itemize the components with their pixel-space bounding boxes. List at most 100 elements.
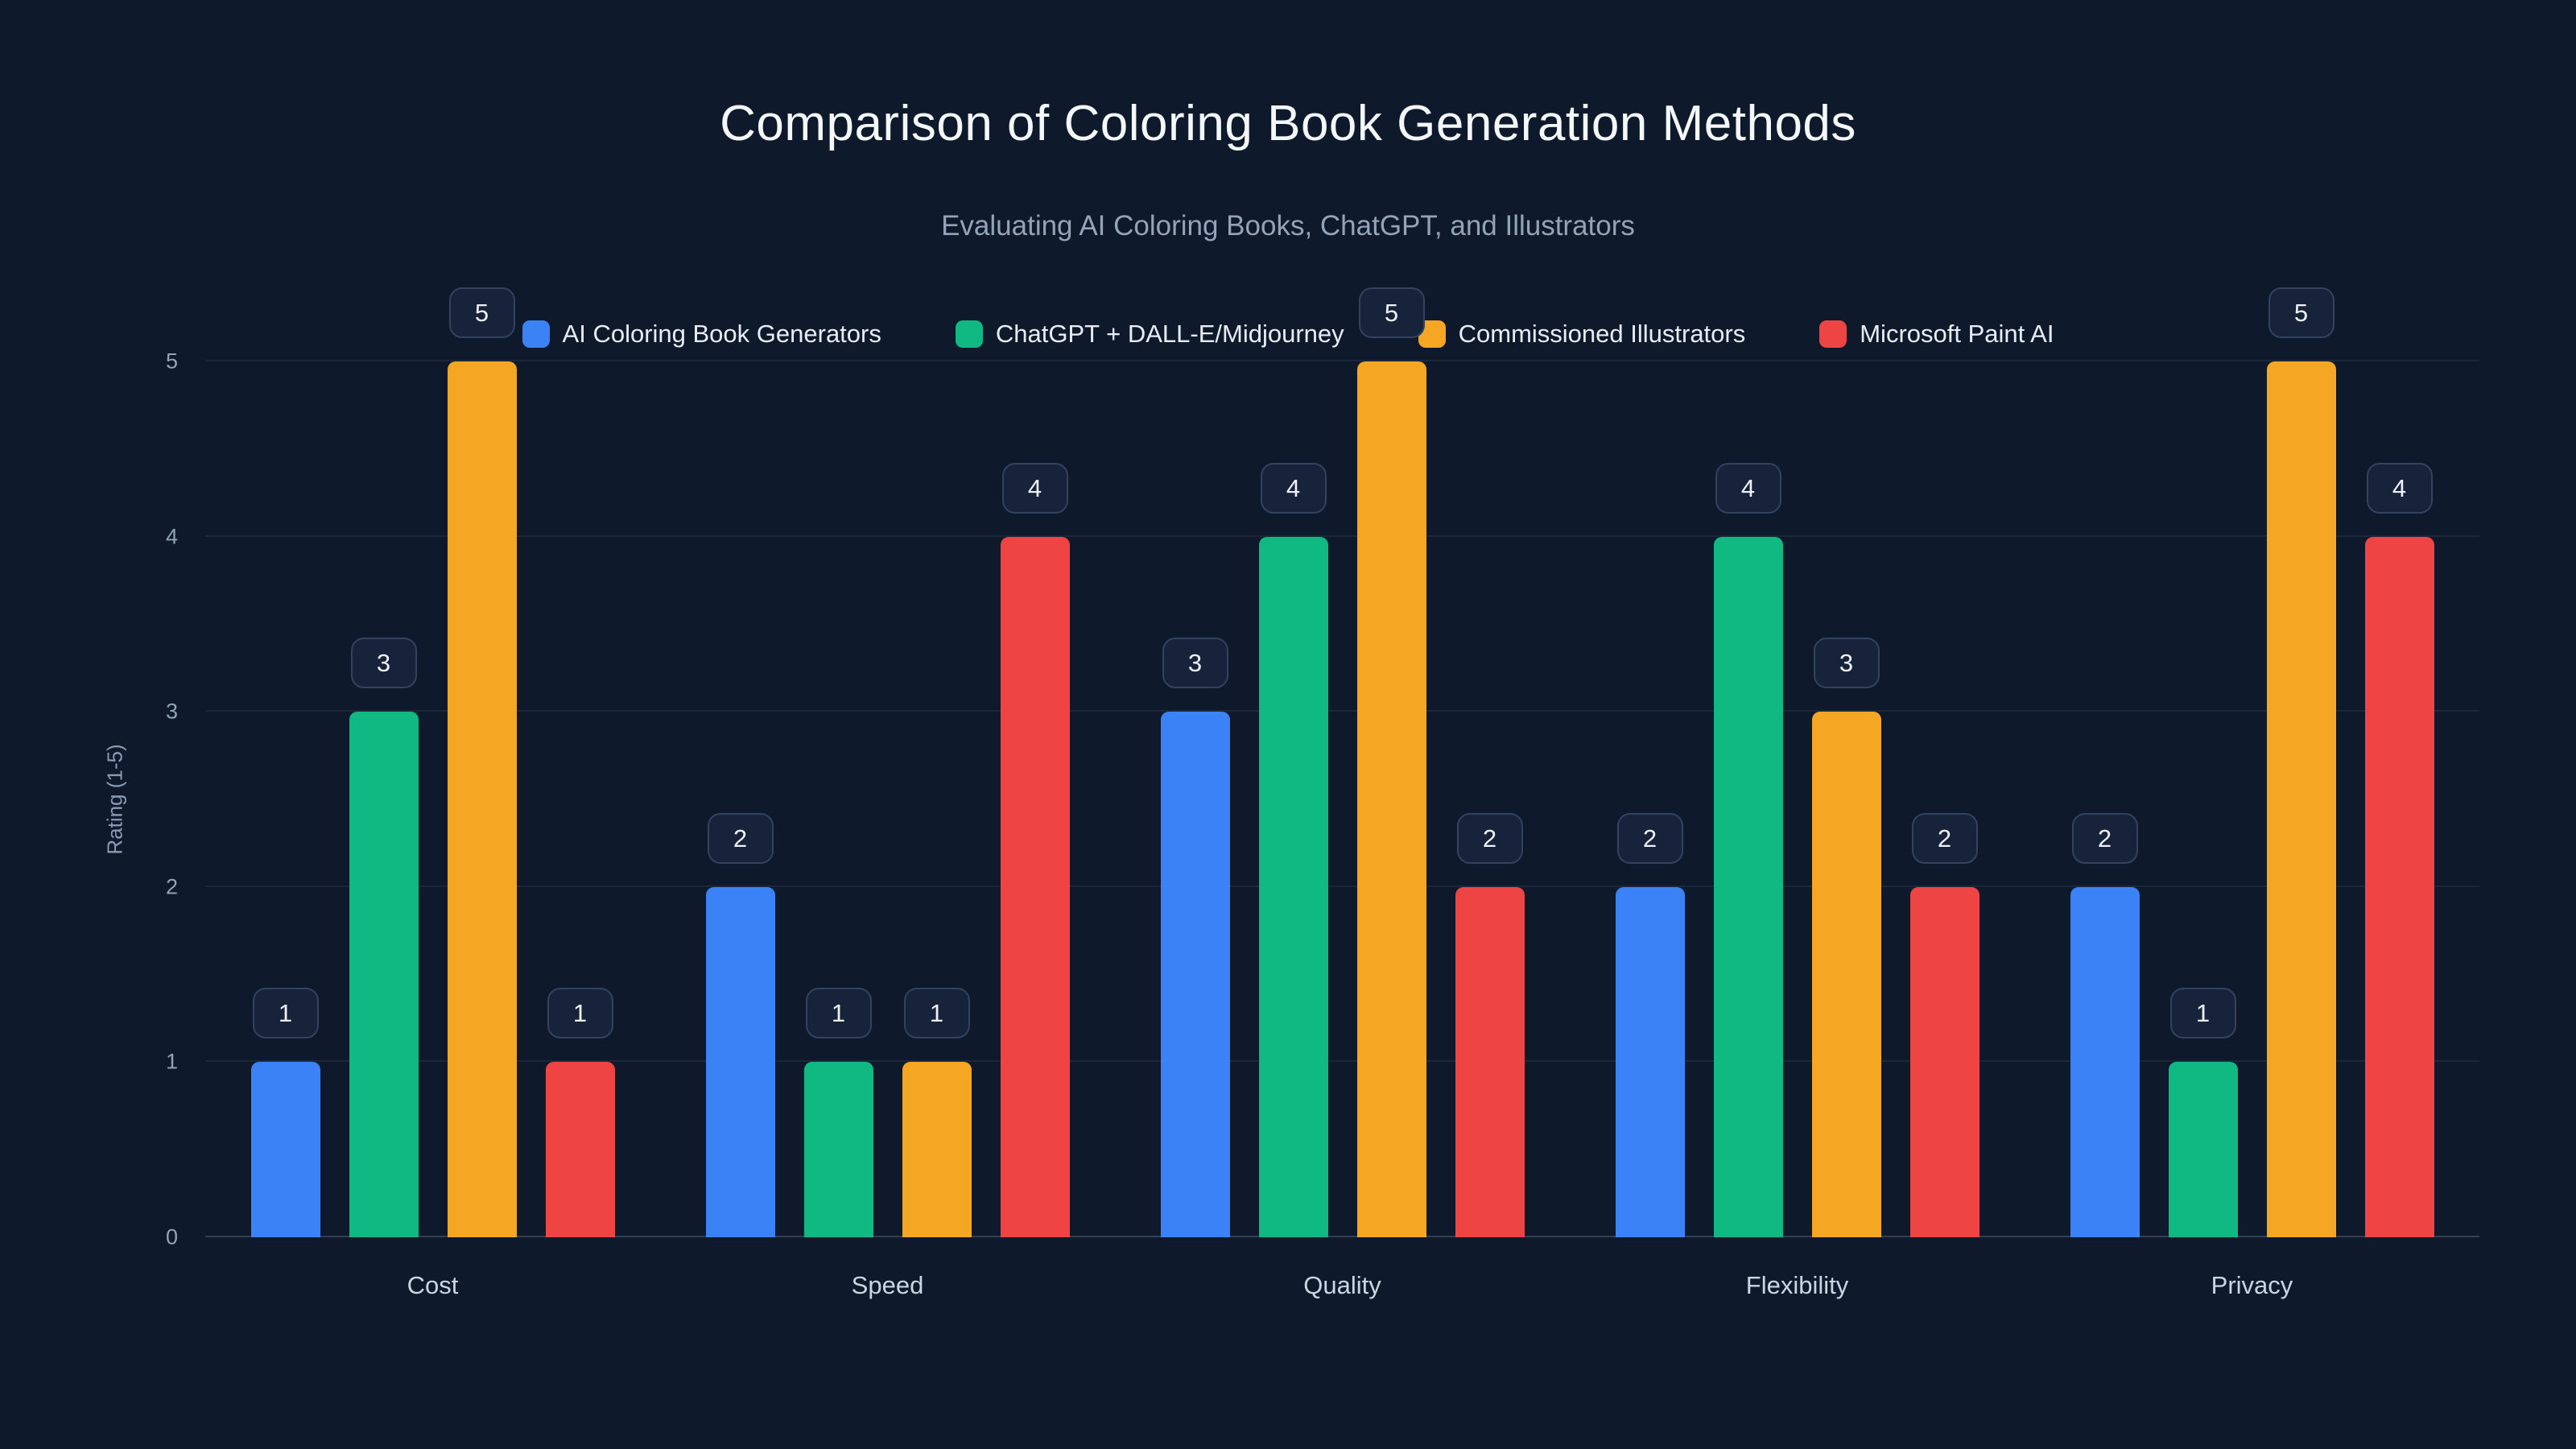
bar-flexibility-series-3 <box>1909 886 1979 1237</box>
bar-privacy-series-2 <box>2266 361 2336 1237</box>
value-badge: 2 <box>1616 812 1683 864</box>
value-badge: 1 <box>547 988 613 1039</box>
bar-wrap: 3 <box>1811 638 1881 1237</box>
bar-group-cost: 1 3 5 1 Cost <box>250 287 615 1299</box>
bar-privacy-series-1 <box>2168 1062 2238 1237</box>
bar-quality-series-1 <box>1258 536 1328 1237</box>
bar-wrap: 2 <box>1455 812 1525 1237</box>
bar-wrap: 3 <box>1160 638 1230 1237</box>
y-tick-label: 2 <box>165 874 178 899</box>
bar-wrap: 4 <box>2364 462 2434 1237</box>
gridline <box>205 885 2479 887</box>
value-badge: 2 <box>2071 812 2138 864</box>
y-tick-label: 0 <box>165 1224 178 1249</box>
bar-quality-series-3 <box>1455 886 1525 1237</box>
x-axis-label-cost: Cost <box>407 1271 459 1299</box>
bar-wrap: 5 <box>447 287 517 1237</box>
gridline <box>205 360 2479 361</box>
bar-flexibility-series-0 <box>1615 886 1685 1237</box>
legend-item-0[interactable]: AI Coloring Book Generators <box>522 320 881 349</box>
legend-item-2[interactable]: Commissioned Illustrators <box>1418 320 1746 349</box>
bar-group-speed: 2 1 1 4 Speed <box>705 361 1070 1299</box>
value-badge: 2 <box>1911 812 1978 864</box>
bar-wrap: 1 <box>803 988 873 1237</box>
legend-label: Microsoft Paint AI <box>1860 320 2054 348</box>
gridline <box>205 1060 2479 1063</box>
bar-quality-series-0 <box>1160 712 1230 1237</box>
bar-cost-series-0 <box>250 1062 320 1237</box>
value-badge: 2 <box>1456 812 1523 864</box>
bar-wrap: 2 <box>1615 812 1685 1237</box>
bar-privacy-series-0 <box>2070 886 2140 1237</box>
value-badge: 1 <box>2169 988 2236 1039</box>
x-axis-label-flexibility: Flexibility <box>1745 1271 1849 1299</box>
bar-wrap: 4 <box>1000 462 1070 1237</box>
bar-wrap: 1 <box>902 988 972 1237</box>
y-tick-label: 3 <box>165 699 178 724</box>
legend-swatch-icon <box>522 320 550 348</box>
y-axis-title: Rating (1-5) <box>102 744 127 855</box>
y-tick-label: 1 <box>165 1049 178 1074</box>
bar-group-quality: 3 4 5 2 Quality <box>1160 287 1525 1299</box>
legend-label: ChatGPT + DALL-E/Midjourney <box>995 320 1344 348</box>
x-axis-label-quality: Quality <box>1303 1271 1381 1299</box>
bar-quality-series-2 <box>1356 361 1426 1237</box>
value-badge: 3 <box>1813 638 1880 689</box>
value-badge: 1 <box>805 988 872 1039</box>
bars-row: 1 3 5 1 Cost 2 1 1 4 Speed 3 4 5 2 Quality 2 4 3 2 Flexibil… <box>205 287 2479 1299</box>
bar-wrap: 1 <box>250 988 320 1237</box>
value-badge: 4 <box>1001 462 1068 514</box>
bar-group-flexibility: 2 4 3 2 Flexibility <box>1615 361 1979 1299</box>
bar-wrap: 2 <box>705 812 775 1237</box>
bar-wrap: 5 <box>2266 287 2336 1237</box>
bar-speed-series-1 <box>803 1062 873 1237</box>
gridline <box>205 1236 2479 1237</box>
x-axis-label-speed: Speed <box>851 1271 924 1299</box>
bar-flexibility-series-1 <box>1713 536 1783 1237</box>
bar-wrap: 2 <box>1909 812 1979 1237</box>
x-axis-label-privacy: Privacy <box>2211 1271 2293 1299</box>
bar-cost-series-2 <box>447 361 517 1237</box>
gridline <box>205 535 2479 537</box>
value-badge: 2 <box>707 812 774 864</box>
legend-label: AI Coloring Book Generators <box>562 320 881 348</box>
legend-swatch-icon <box>1819 320 1847 348</box>
bar-cost-series-3 <box>545 1062 615 1237</box>
bar-wrap: 5 <box>1356 287 1426 1237</box>
bar-flexibility-series-2 <box>1811 712 1881 1237</box>
legend-swatch-icon <box>955 320 983 348</box>
legend-label: Commissioned Illustrators <box>1458 320 1746 348</box>
bar-privacy-series-3 <box>2364 536 2434 1237</box>
value-badge: 4 <box>2366 462 2433 514</box>
bar-wrap: 4 <box>1713 462 1783 1237</box>
value-badge: 5 <box>2268 287 2334 338</box>
bar-speed-series-0 <box>705 886 775 1237</box>
bar-wrap: 4 <box>1258 462 1328 1237</box>
bar-cost-series-1 <box>349 712 419 1237</box>
value-badge: 5 <box>448 287 515 338</box>
y-tick-label: 4 <box>165 524 178 549</box>
bar-wrap: 2 <box>2070 812 2140 1237</box>
legend-item-1[interactable]: ChatGPT + DALL-E/Midjourney <box>955 320 1344 349</box>
chart-title: Comparison of Coloring Book Generation M… <box>720 96 1856 151</box>
bar-wrap: 1 <box>2168 988 2238 1237</box>
gridline <box>205 710 2479 712</box>
value-badge: 3 <box>1162 638 1228 689</box>
bar-group-privacy: 2 1 5 4 Privacy <box>2070 287 2434 1299</box>
value-badge: 4 <box>1715 462 1781 514</box>
bar-wrap: 3 <box>349 638 419 1237</box>
value-badge: 4 <box>1260 462 1327 514</box>
bar-speed-series-3 <box>1000 536 1070 1237</box>
legend-item-3[interactable]: Microsoft Paint AI <box>1819 320 2054 349</box>
chart-legend: AI Coloring Book Generators ChatGPT + DAL… <box>0 320 2576 349</box>
chart-subtitle: Evaluating AI Coloring Books, ChatGPT, a… <box>941 210 1635 242</box>
bar-wrap: 1 <box>545 988 615 1237</box>
value-badge: 1 <box>252 988 319 1039</box>
value-badge: 1 <box>903 988 970 1039</box>
y-tick-label: 5 <box>165 349 178 374</box>
bar-speed-series-2 <box>902 1062 972 1237</box>
value-badge: 5 <box>1358 287 1425 338</box>
value-badge: 3 <box>350 638 417 689</box>
